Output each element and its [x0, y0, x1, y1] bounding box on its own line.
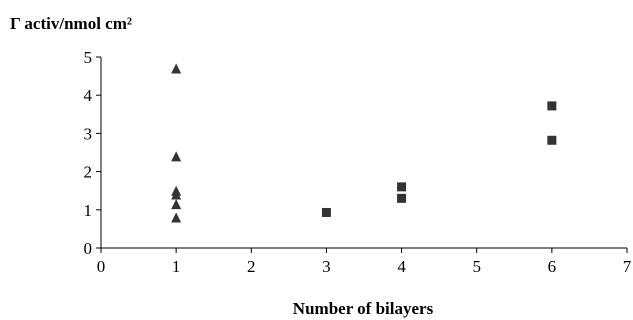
x-axis: 0 1 2 3 4 5 6 7	[97, 247, 632, 276]
x-tick-label: 6	[548, 257, 557, 276]
y-tick-label: 4	[84, 86, 93, 105]
square-point	[321, 207, 331, 217]
y-tick-label: 2	[84, 163, 93, 182]
x-tick-label: 3	[322, 257, 331, 276]
square-point	[547, 135, 557, 145]
y-axis: 0 1 2 3 4 5	[84, 48, 102, 258]
y-tick-label: 0	[84, 239, 93, 258]
x-axis-title: Number of bilayers	[293, 299, 434, 318]
square-point	[547, 101, 557, 111]
x-tick-label: 7	[623, 257, 632, 276]
y-tick-label: 3	[84, 124, 93, 143]
x-tick-label: 1	[172, 257, 181, 276]
triangle-point	[171, 199, 182, 210]
x-tick-label: 0	[97, 257, 106, 276]
x-tick-label: 5	[472, 257, 481, 276]
data-points	[171, 63, 557, 223]
y-tick-label: 1	[84, 201, 93, 220]
square-point	[397, 182, 407, 192]
triangle-point	[171, 189, 182, 200]
triangle-point	[171, 63, 182, 74]
x-tick-label: 4	[397, 257, 406, 276]
x-tick-label: 2	[247, 257, 256, 276]
square-point	[397, 193, 407, 203]
y-axis-title: Γ activ/nmol cm²	[10, 14, 132, 33]
triangle-point	[171, 151, 182, 162]
y-tick-label: 5	[84, 48, 93, 67]
triangle-point	[171, 212, 182, 223]
